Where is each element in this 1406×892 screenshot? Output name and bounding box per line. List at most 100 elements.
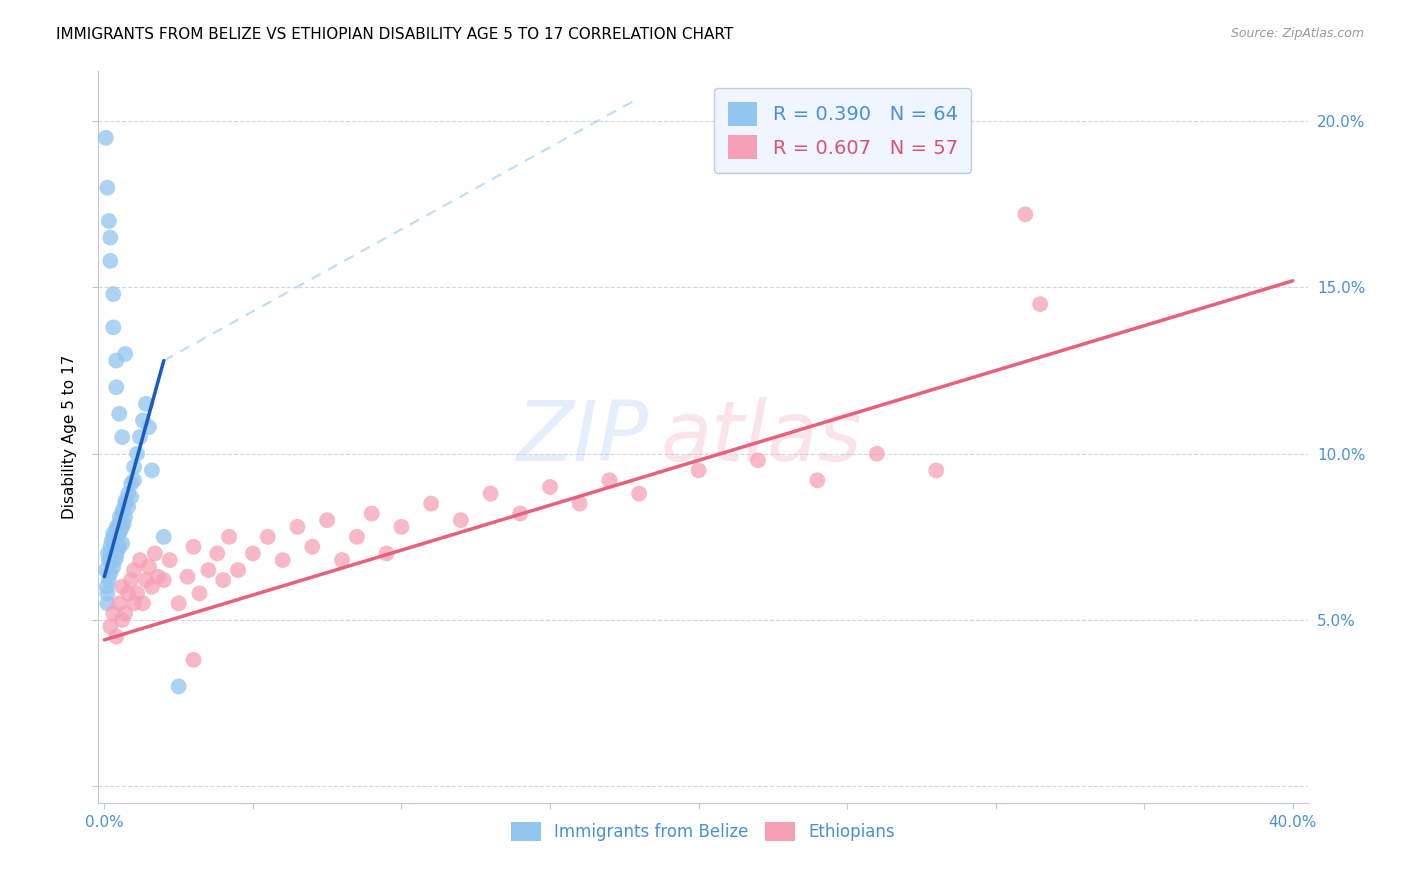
Point: [330, 553, 353, 567]
Point: [129, 430, 152, 444]
Point: [103, 530, 125, 544]
Point: [97, 553, 120, 567]
Point: [509, 507, 531, 521]
Point: [107, 530, 129, 544]
Point: [207, 546, 229, 560]
Point: [316, 513, 339, 527]
Point: [97, 214, 120, 228]
Point: [391, 520, 413, 534]
Point: [450, 513, 472, 527]
Point: [96, 596, 118, 610]
Point: [105, 353, 128, 368]
Point: [226, 563, 249, 577]
Point: [108, 526, 131, 541]
Point: [114, 509, 136, 524]
Point: [98, 540, 121, 554]
Point: [135, 397, 157, 411]
Point: [103, 543, 125, 558]
Point: [218, 530, 240, 544]
Point: [96, 180, 118, 194]
Point: [183, 653, 205, 667]
Legend: Immigrants from Belize, Ethiopians: Immigrants from Belize, Ethiopians: [502, 814, 904, 849]
Point: [111, 503, 134, 517]
Point: [271, 553, 294, 567]
Point: [120, 490, 142, 504]
Point: [125, 586, 148, 600]
Point: [568, 497, 591, 511]
Point: [105, 536, 128, 550]
Point: [107, 543, 129, 558]
Point: [420, 497, 443, 511]
Point: [152, 573, 174, 587]
Point: [212, 573, 235, 587]
Text: IMMIGRANTS FROM BELIZE VS ETHIOPIAN DISABILITY AGE 5 TO 17 CORRELATION CHART: IMMIGRANTS FROM BELIZE VS ETHIOPIAN DISA…: [56, 27, 734, 42]
Point: [114, 607, 136, 621]
Point: [103, 559, 125, 574]
Point: [138, 559, 160, 574]
Point: [108, 407, 131, 421]
Point: [110, 523, 132, 537]
Point: [152, 530, 174, 544]
Point: [111, 580, 134, 594]
Point: [105, 520, 128, 534]
Point: [94, 131, 117, 145]
Point: [242, 546, 264, 560]
Point: [183, 540, 205, 554]
Point: [598, 473, 620, 487]
Point: [628, 486, 651, 500]
Point: [925, 463, 948, 477]
Point: [120, 573, 142, 587]
Point: [103, 526, 125, 541]
Point: [114, 493, 136, 508]
Point: [98, 230, 121, 244]
Point: [103, 287, 125, 301]
Text: atlas: atlas: [661, 397, 862, 477]
Point: [125, 447, 148, 461]
Point: [97, 573, 120, 587]
Point: [120, 476, 142, 491]
Point: [108, 516, 131, 531]
Point: [112, 516, 135, 531]
Point: [98, 619, 121, 633]
Point: [188, 586, 211, 600]
Point: [111, 430, 134, 444]
Point: [1029, 297, 1052, 311]
Point: [104, 553, 127, 567]
Point: [135, 573, 157, 587]
Point: [111, 520, 134, 534]
Point: [103, 320, 125, 334]
Point: [111, 507, 134, 521]
Point: [108, 596, 131, 610]
Point: [101, 549, 124, 564]
Point: [108, 540, 131, 554]
Point: [1014, 207, 1036, 221]
Text: Source: ZipAtlas.com: Source: ZipAtlas.com: [1230, 27, 1364, 40]
Point: [197, 563, 219, 577]
Point: [132, 413, 155, 427]
Text: ZIP: ZIP: [516, 397, 648, 477]
Point: [111, 536, 134, 550]
Point: [138, 420, 160, 434]
Point: [100, 546, 122, 560]
Point: [103, 607, 125, 621]
Point: [360, 507, 382, 521]
Point: [122, 460, 145, 475]
Point: [96, 586, 118, 600]
Point: [96, 580, 118, 594]
Point: [806, 473, 828, 487]
Point: [141, 580, 163, 594]
Point: [122, 563, 145, 577]
Point: [105, 380, 128, 394]
Point: [129, 553, 152, 567]
Point: [98, 253, 121, 268]
Point: [538, 480, 561, 494]
Y-axis label: Disability Age 5 to 17: Disability Age 5 to 17: [62, 355, 77, 519]
Point: [97, 546, 120, 560]
Point: [479, 486, 502, 500]
Point: [104, 540, 127, 554]
Point: [688, 463, 710, 477]
Point: [346, 530, 368, 544]
Point: [146, 570, 169, 584]
Point: [117, 586, 139, 600]
Point: [94, 563, 117, 577]
